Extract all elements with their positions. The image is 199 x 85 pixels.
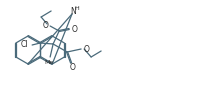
- Text: H: H: [75, 6, 79, 11]
- Text: Cl: Cl: [21, 40, 28, 49]
- Text: Me: Me: [45, 59, 54, 65]
- Text: N: N: [70, 6, 76, 15]
- Text: O: O: [42, 20, 48, 29]
- Text: O: O: [69, 63, 75, 73]
- Text: O: O: [71, 24, 77, 33]
- Text: O: O: [83, 45, 89, 53]
